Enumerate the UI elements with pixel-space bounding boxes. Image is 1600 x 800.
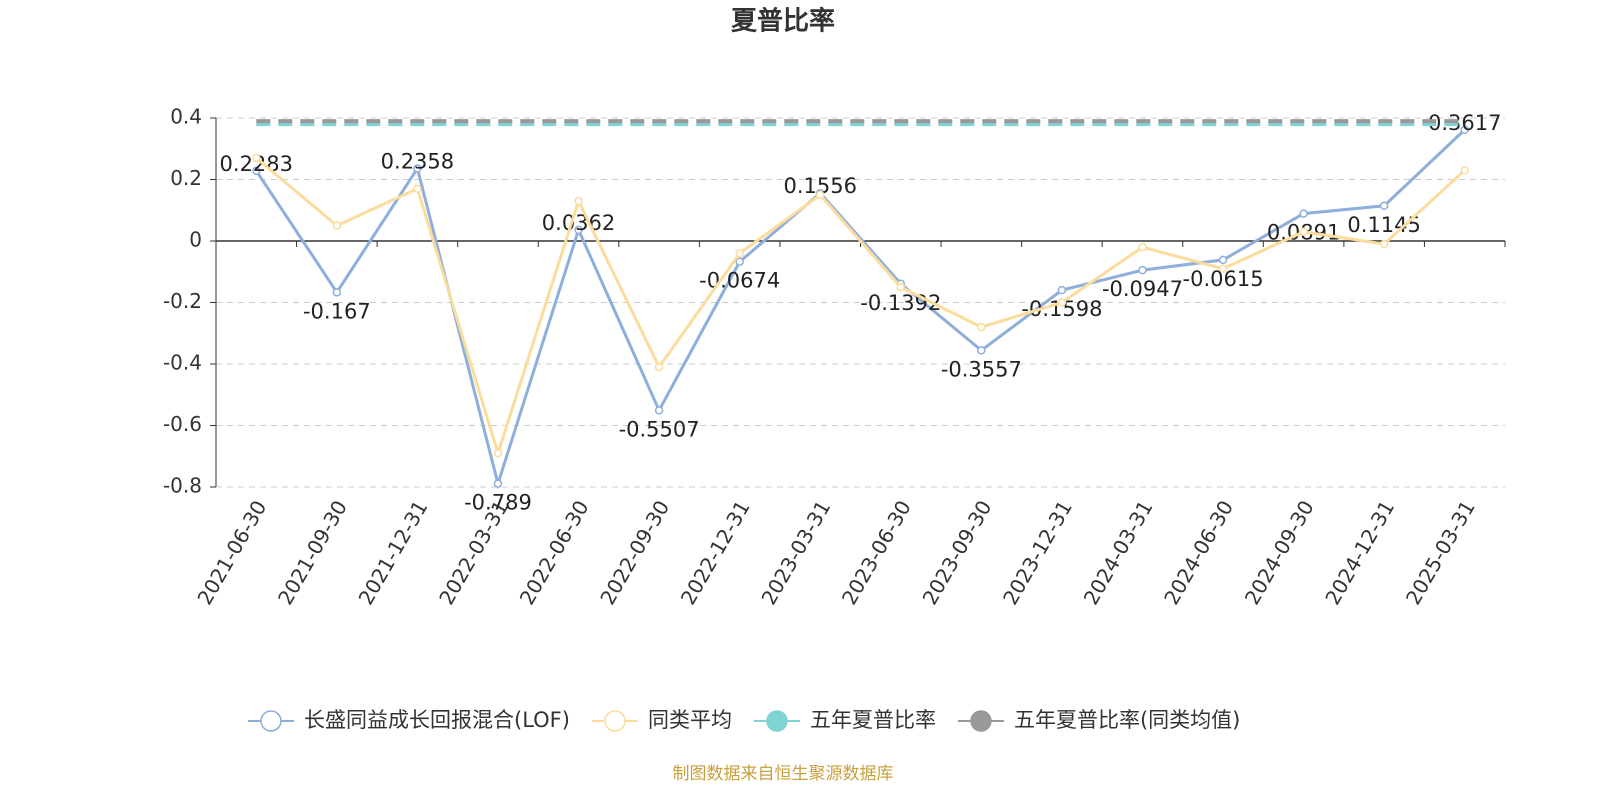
point	[252, 166, 261, 176]
point	[332, 288, 342, 297]
point	[1460, 125, 1469, 135]
source-note: 制图数据来自恒生聚源数据库	[673, 764, 894, 784]
legend-label: 五年夏普比率(同类均值)	[1014, 708, 1240, 732]
data-label: 0.1145	[1347, 213, 1420, 237]
point	[1379, 239, 1389, 249]
point	[977, 346, 986, 355]
point	[815, 190, 825, 200]
point	[493, 479, 503, 488]
y-tick-label: 0.4	[170, 105, 202, 129]
point	[413, 184, 422, 193]
x-tick-label: 2021-12-31	[354, 496, 433, 609]
x-tick-label: 2022-12-31	[676, 496, 755, 609]
x-tick-label: 2024-03-31	[1079, 496, 1158, 609]
y-tick-label: 0	[189, 228, 202, 252]
point	[735, 257, 744, 266]
point	[1460, 166, 1469, 175]
point	[332, 221, 342, 230]
y-tick-label: -0.6	[163, 412, 202, 436]
legend-label: 五年夏普比率	[810, 708, 936, 732]
data-label: 0.0362	[542, 211, 615, 235]
point	[654, 406, 664, 415]
point	[654, 362, 664, 372]
point	[977, 322, 986, 332]
point	[896, 282, 906, 292]
legend-label: 同类平均	[648, 708, 732, 732]
x-tick-label: 2023-06-30	[837, 496, 916, 609]
point	[574, 196, 583, 206]
x-tick-label: 2021-06-30	[192, 496, 271, 609]
point	[1218, 255, 1228, 265]
point	[1057, 298, 1067, 307]
data-label: -0.0947	[1102, 277, 1183, 301]
point	[252, 153, 261, 163]
legend-marker	[766, 710, 788, 732]
data-label: -0.789	[464, 491, 532, 515]
x-tick-label: 2024-06-30	[1159, 496, 1238, 609]
point	[1138, 242, 1147, 252]
y-tick-label: -0.2	[163, 289, 202, 313]
series-line	[255, 156, 1466, 459]
x-tick-label: 2021-09-30	[273, 496, 352, 609]
point	[1299, 209, 1308, 218]
x-tick-label: 2025-03-31	[1401, 496, 1480, 609]
data-label: -0.0674	[699, 269, 780, 293]
data-label: 0.3617	[1428, 111, 1501, 135]
point	[413, 164, 422, 173]
legend-marker	[970, 710, 992, 732]
point	[1057, 285, 1067, 295]
y-tick-label: 0.2	[170, 166, 202, 190]
y-tick-label: -0.4	[163, 351, 202, 375]
point	[1138, 265, 1147, 275]
data-label: -0.3557	[941, 357, 1022, 381]
data-label: -0.167	[303, 299, 371, 323]
legend-marker	[604, 710, 626, 732]
point	[493, 448, 503, 458]
data-label: 0.2358	[381, 149, 454, 173]
x-tick-label: 2023-12-31	[998, 496, 1077, 609]
point	[735, 249, 744, 258]
data-label: -0.5507	[619, 417, 700, 441]
point	[1299, 227, 1308, 237]
chart-title: 夏普比率	[731, 6, 835, 37]
data-label: -0.1392	[860, 291, 941, 315]
y-tick-label: -0.8	[163, 474, 202, 498]
point	[574, 225, 583, 235]
point	[1218, 264, 1228, 273]
x-tick-label: 2024-12-31	[1320, 496, 1399, 609]
x-tick-label: 2024-09-30	[1240, 496, 1319, 609]
legend-label: 长盛同益成长回报混合(LOF)	[304, 708, 570, 732]
x-tick-label: 2022-09-30	[595, 496, 674, 609]
legend-marker	[260, 710, 282, 732]
x-tick-label: 2023-03-31	[756, 496, 835, 609]
x-tick-label: 2023-09-30	[918, 496, 997, 609]
point	[1379, 201, 1389, 211]
